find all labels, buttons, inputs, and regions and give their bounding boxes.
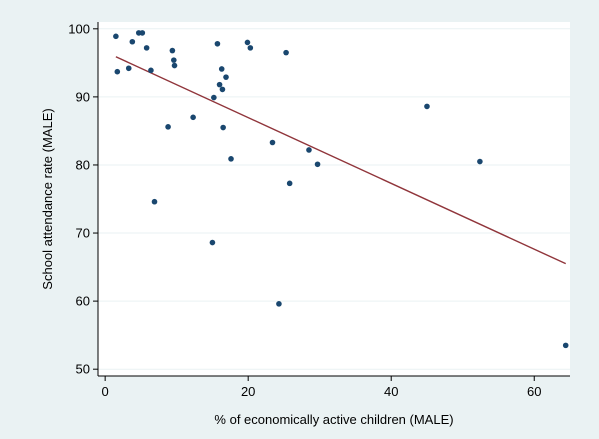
data-point bbox=[129, 38, 136, 45]
x-tick-label: 40 bbox=[384, 384, 398, 399]
x-axis-title: % of economically active children (MALE) bbox=[214, 412, 453, 427]
data-point bbox=[143, 45, 150, 51]
fitted-regression-line bbox=[115, 56, 567, 265]
x-tick-label: 0 bbox=[102, 384, 109, 399]
data-point bbox=[113, 33, 119, 40]
data-point bbox=[171, 62, 178, 69]
y-tick-label: 50 bbox=[76, 362, 90, 377]
data-point bbox=[209, 239, 216, 246]
data-point bbox=[139, 30, 146, 36]
data-point bbox=[247, 45, 254, 51]
data-point bbox=[165, 124, 171, 130]
data-point bbox=[314, 161, 321, 168]
data-point bbox=[114, 68, 121, 75]
y-tick-label: 80 bbox=[76, 157, 90, 172]
x-tick-label: 60 bbox=[527, 384, 541, 399]
y-tick-label: 70 bbox=[76, 226, 90, 241]
y-tick-label: 90 bbox=[76, 89, 90, 104]
data-point bbox=[276, 301, 282, 307]
data-point bbox=[216, 81, 223, 88]
data-point bbox=[244, 39, 251, 46]
fitted-line-layer bbox=[115, 56, 567, 265]
data-point bbox=[148, 67, 154, 74]
data-point bbox=[223, 74, 229, 80]
data-point bbox=[286, 180, 293, 187]
data-point bbox=[211, 94, 217, 101]
data-point bbox=[169, 47, 176, 54]
y-tick-label: 60 bbox=[76, 294, 90, 309]
data-point bbox=[218, 66, 225, 72]
data-point bbox=[424, 103, 430, 110]
data-point bbox=[562, 342, 569, 349]
plot-background bbox=[98, 22, 570, 376]
data-point bbox=[228, 156, 234, 162]
x-tick-label: 20 bbox=[241, 384, 255, 399]
data-point bbox=[151, 198, 158, 205]
data-point bbox=[477, 158, 483, 165]
data-point bbox=[269, 139, 276, 146]
y-tick-label: 100 bbox=[68, 21, 90, 36]
y-axis-title: School attendance rate (MALE) bbox=[40, 108, 55, 289]
data-point bbox=[125, 65, 132, 72]
data-point bbox=[190, 114, 196, 121]
data-point bbox=[171, 57, 177, 63]
data-point bbox=[219, 86, 226, 93]
data-point bbox=[220, 124, 226, 131]
data-point bbox=[214, 40, 221, 47]
axes: 50 60 70 80 90 100 0 20 40 60 bbox=[68, 21, 570, 399]
data-points bbox=[113, 30, 569, 349]
gridlines bbox=[98, 28, 570, 370]
data-point bbox=[306, 147, 312, 153]
data-point bbox=[283, 49, 289, 56]
